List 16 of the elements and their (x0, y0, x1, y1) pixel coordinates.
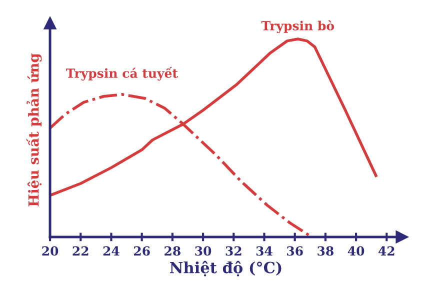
series-label: Trypsin cá tuyết (66, 66, 178, 81)
y-axis-title: Hiệu suất phản ứng (26, 53, 42, 206)
x-tick-label: 38 (318, 246, 334, 256)
x-tick-label: 42 (378, 246, 394, 256)
series-label: Trypsin bò (261, 20, 334, 34)
x-tick-label: 34 (256, 246, 272, 256)
x-tick-label: 24 (103, 246, 120, 256)
x-tick-label: 40 (348, 246, 364, 256)
x-tick-label: 36 (287, 246, 303, 256)
x-tick-label: 22 (72, 246, 88, 256)
x-tick-label: 26 (134, 246, 150, 256)
x-axis-title: Nhiệt độ (°C) (170, 260, 282, 276)
x-tick-label: 32 (226, 246, 242, 256)
x-tick-label: 28 (164, 246, 180, 256)
x-tick-label: 20 (42, 246, 58, 256)
x-tick-label: 30 (195, 246, 212, 256)
